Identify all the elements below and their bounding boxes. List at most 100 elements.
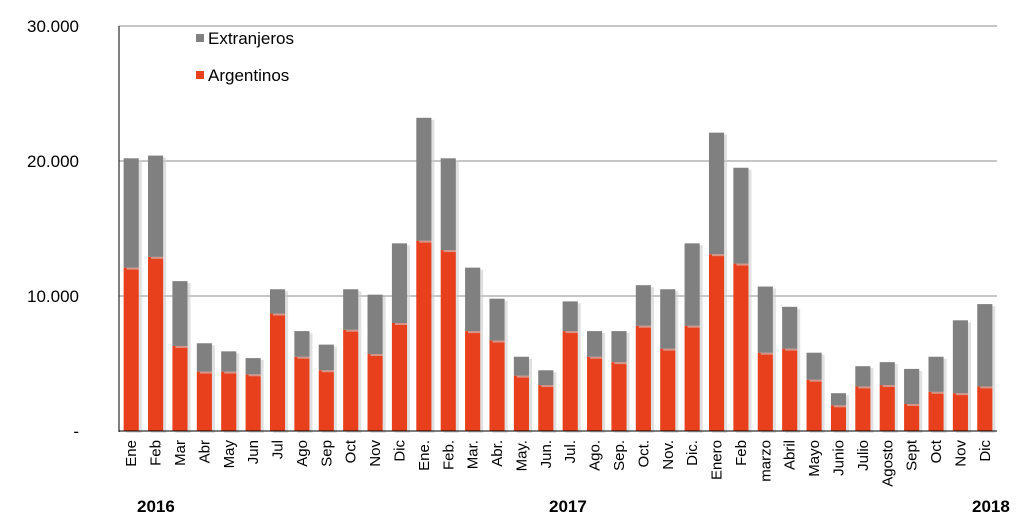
year-label: 2018 (972, 497, 1010, 516)
bar-extranjeros (465, 267, 481, 332)
bar-argentinos (245, 374, 261, 431)
bar-argentinos (733, 263, 749, 431)
x-tick-label: Mar. (465, 440, 482, 469)
legend-swatch-extranjeros (196, 34, 204, 42)
bar-extranjeros (294, 331, 310, 357)
bar-extranjeros (367, 294, 383, 355)
bar-extranjeros (489, 298, 505, 341)
x-tick-label: Enero (709, 440, 726, 480)
bar-argentinos (660, 348, 676, 431)
x-tick-label: Jun (245, 440, 262, 464)
legend-swatch-argentinos (196, 71, 204, 79)
bar-extranjeros (562, 301, 578, 332)
bars (123, 117, 996, 433)
x-tick-label: marzo (757, 440, 774, 482)
x-tick-label: Junio (830, 440, 847, 476)
bar-argentinos (928, 391, 944, 431)
x-tick-label: Feb. (440, 440, 457, 470)
bar-extranjeros (148, 155, 164, 257)
bar-extranjeros (245, 358, 261, 375)
bar-extranjeros (830, 393, 847, 406)
bar-extranjeros (440, 158, 456, 251)
x-tick-label: Dic (977, 440, 994, 462)
x-tick-label: Nov (952, 440, 969, 467)
x-tick-label: Ago (294, 440, 311, 467)
bar-extranjeros (904, 368, 920, 404)
bar-extranjeros (733, 167, 749, 264)
bar-argentinos (806, 379, 822, 431)
bar-argentinos (465, 331, 481, 431)
bar-argentinos (879, 385, 895, 431)
bar-extranjeros (416, 117, 432, 241)
bar-extranjeros (391, 243, 408, 323)
legend-label-argentinos: Argentinos (208, 66, 289, 85)
x-tick-label: Sept (904, 439, 921, 471)
bar-argentinos (977, 386, 993, 431)
bar-extranjeros (855, 366, 871, 387)
x-tick-label: Feb (733, 440, 750, 466)
bar-extranjeros (343, 289, 359, 330)
bar-argentinos (952, 393, 968, 431)
bar-argentinos (318, 370, 334, 431)
bar-extranjeros (660, 289, 676, 349)
bar-argentinos (562, 331, 578, 431)
bar-extranjeros (977, 304, 993, 387)
bar-extranjeros (538, 370, 554, 386)
bar-argentinos (221, 371, 237, 431)
bar-extranjeros (952, 320, 968, 394)
x-tick-label: Ene (123, 440, 140, 467)
year-labels: 2016 2017 2018 (137, 497, 1010, 516)
gridlines (119, 25, 997, 297)
bar-argentinos (855, 386, 871, 431)
bar-extranjeros (318, 344, 334, 371)
x-tick-label: Oct (928, 439, 945, 463)
bar-argentinos (391, 323, 408, 431)
bar-argentinos (343, 329, 359, 431)
bar-argentinos (196, 371, 212, 431)
bar-argentinos (757, 352, 773, 431)
legend: Extranjeros Argentinos (196, 29, 294, 85)
bar-extranjeros (196, 343, 212, 372)
bar-argentinos (684, 325, 700, 431)
bar-argentinos (440, 250, 456, 431)
year-label: 2016 (137, 497, 175, 516)
x-tick-label: Abril (782, 440, 799, 470)
x-axis-labels: Ene Feb Mar Abr May Jun Jul Ago Sep Oct Nov Dic Ene.… (123, 439, 994, 487)
bar-argentinos (123, 267, 139, 431)
bar-extranjeros (587, 331, 603, 357)
x-tick-label: Abr (196, 440, 213, 463)
bar-extranjeros (123, 158, 139, 268)
x-tick-label: Nov. (660, 440, 677, 470)
bar-extranjeros (635, 285, 651, 326)
x-tick-label: May. (513, 440, 530, 471)
y-axis-ticks: - 10.000 20.000 30.000 (27, 17, 79, 441)
x-tick-label: Ene. (416, 440, 433, 471)
x-tick-label: Oct (343, 439, 360, 463)
x-tick-label: Jul. (562, 440, 579, 463)
bar-argentinos (416, 240, 432, 431)
bar-extranjeros (708, 132, 725, 255)
bar-argentinos (172, 345, 188, 431)
bar-argentinos (367, 354, 383, 431)
y-tick-label: 10.000 (27, 287, 79, 306)
x-tick-label: Dic. (684, 440, 701, 466)
bar-argentinos (904, 404, 920, 431)
y-tick-label: 30.000 (27, 17, 79, 36)
y-tick-label: - (73, 422, 79, 441)
year-label: 2017 (549, 497, 587, 516)
bar-extranjeros (928, 356, 944, 392)
bar-argentinos (294, 356, 310, 431)
legend-label-extranjeros: Extranjeros (208, 29, 294, 48)
bar-argentinos (782, 348, 798, 431)
x-tick-label: Sep. (611, 440, 628, 471)
x-tick-label: Abr. (489, 440, 506, 467)
bar-extranjeros (806, 352, 822, 380)
bar-argentinos (830, 405, 847, 431)
x-tick-label: Jun. (538, 440, 555, 468)
bar-argentinos (513, 375, 529, 431)
y-tick-label: 20.000 (27, 152, 79, 171)
bar-argentinos (148, 256, 164, 431)
x-tick-label: Sep (318, 440, 335, 467)
bar-extranjeros (172, 281, 188, 346)
